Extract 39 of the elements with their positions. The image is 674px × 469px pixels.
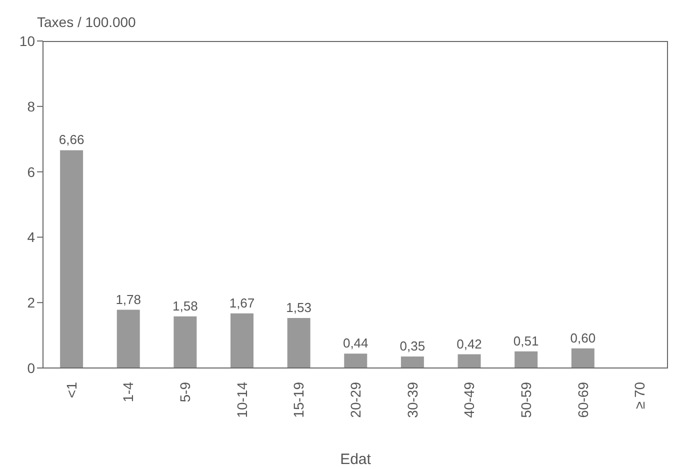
x-tick-label: 60-69 [574, 382, 591, 418]
bar [174, 316, 197, 368]
data-label: 1,53 [286, 300, 312, 315]
y-tick-label: 4 [27, 229, 36, 246]
x-tick-label: 50-59 [518, 382, 534, 418]
bar [60, 150, 84, 368]
x-tick-label: 30-39 [404, 382, 420, 418]
data-label: 1,67 [229, 295, 255, 310]
data-label: 0,60 [570, 330, 596, 346]
x-tick-label: 40-49 [461, 382, 478, 418]
bar [514, 351, 538, 368]
y-tick-label: 10 [19, 32, 36, 49]
bar [344, 354, 368, 368]
y-axis-title: Taxes / 100.000 [37, 14, 136, 30]
x-tick-label: 5-9 [177, 382, 194, 402]
bar [400, 356, 424, 368]
bar [230, 313, 254, 368]
bar [571, 348, 594, 368]
x-tick-label: 10-14 [234, 382, 250, 418]
x-axis-title: Edat [340, 451, 372, 468]
data-label: 6,66 [58, 132, 84, 148]
y-tick-label: 0 [27, 360, 36, 376]
y-tick-label: 6 [27, 164, 36, 180]
data-label: 0,44 [342, 336, 368, 351]
data-label: 1,58 [172, 298, 198, 314]
x-tick-label: <1 [63, 382, 80, 398]
x-tick-label: 20-29 [348, 382, 364, 418]
bar [116, 310, 140, 368]
data-label: 0,42 [456, 336, 482, 352]
data-label: 0,51 [513, 333, 539, 348]
x-tick-label: 1-4 [120, 382, 136, 402]
data-label: 1,78 [116, 292, 142, 307]
y-tick-label: 8 [27, 98, 36, 114]
y-tick-label: 2 [27, 294, 36, 311]
data-label: 0,35 [400, 338, 426, 354]
x-tick-label: ≥ 70 [632, 382, 648, 410]
bar [287, 318, 310, 368]
bar [458, 354, 481, 368]
x-tick-label: 15-19 [290, 382, 307, 418]
